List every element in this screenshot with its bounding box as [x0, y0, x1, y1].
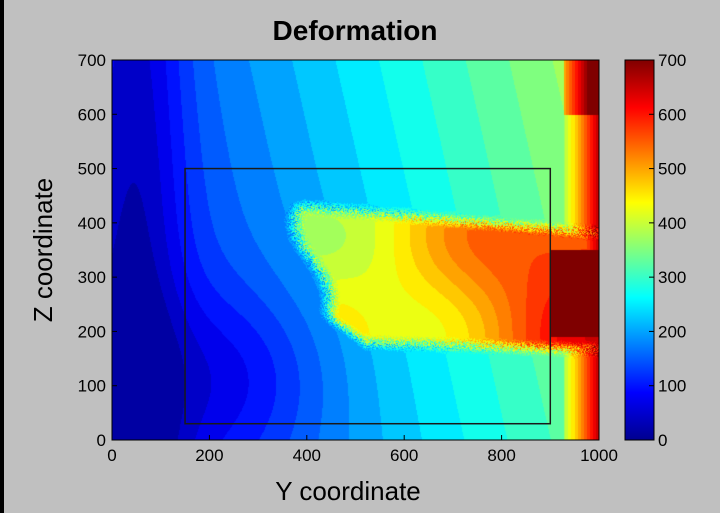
region-rectangle: [184, 167, 552, 425]
colorbar-frame: [624, 59, 655, 441]
colorbar-tick-label: 0: [658, 431, 667, 450]
colorbar-tick-label: 600: [658, 105, 686, 124]
colorbar-tick-label: 100: [658, 377, 686, 396]
heatmap-image: [112, 60, 599, 440]
x-tick-label: 0: [107, 446, 116, 465]
colorbar-tick-label: 700: [658, 51, 686, 70]
colorbar-tick-label: 300: [658, 268, 686, 287]
colorbar: 0 100 200 300 400 500 600 700: [624, 51, 686, 450]
colorbar-tick-label: 200: [658, 322, 686, 341]
plot-area: [111, 59, 600, 441]
colorbar-ticks: 0 100 200 300 400 500 600 700: [649, 51, 686, 450]
colorbar-tick-label: 400: [658, 214, 686, 233]
x-axis-label: Y coordinate: [275, 476, 421, 506]
y-tick-label: 300: [78, 268, 106, 287]
y-tick-label: 700: [78, 51, 106, 70]
plot-frame: [111, 59, 600, 441]
y-tick-label: 200: [78, 322, 106, 341]
x-tick-label: 800: [487, 446, 515, 465]
y-tick-label: 0: [97, 431, 106, 450]
x-tick-label: 1000: [580, 446, 618, 465]
x-tick-label: 600: [390, 446, 418, 465]
y-tick-label: 500: [78, 160, 106, 179]
chart-title: Deformation: [273, 15, 438, 46]
y-axis: 0 100 200 300 400 500 600 700: [78, 51, 117, 450]
x-tick-label: 400: [293, 446, 321, 465]
y-axis-label: Z coordinate: [28, 178, 58, 323]
x-axis: 0 200 400 600 800 1000: [107, 435, 618, 465]
colorbar-gradient: [625, 60, 654, 440]
y-tick-label: 400: [78, 214, 106, 233]
y-tick-label: 600: [78, 105, 106, 124]
y-tick-label: 100: [78, 377, 106, 396]
colorbar-tick-label: 500: [658, 160, 686, 179]
x-tick-label: 200: [195, 446, 223, 465]
